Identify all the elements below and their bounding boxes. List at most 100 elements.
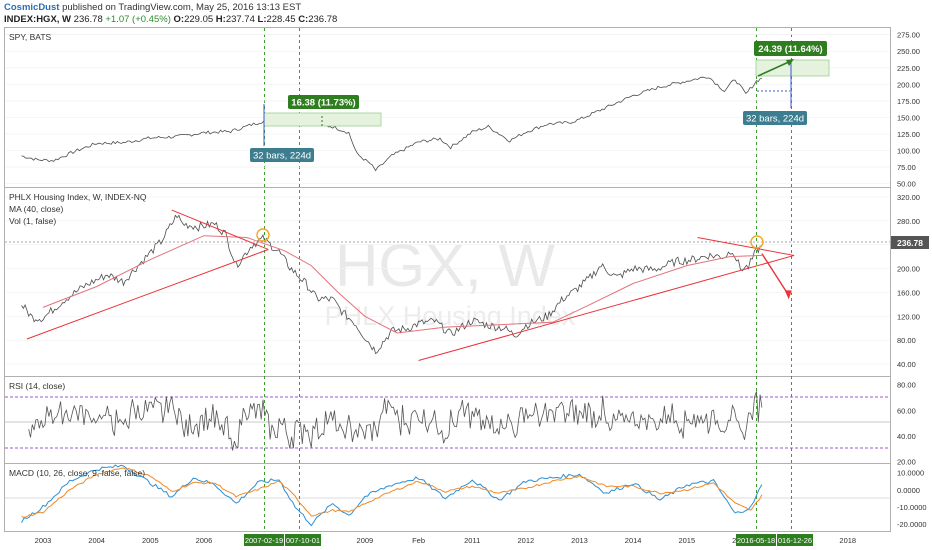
open-label: O: <box>173 14 185 25</box>
trendline-3 <box>418 254 795 361</box>
x-tick-label: 2014 <box>625 536 642 545</box>
spy-y-tick: 75.00 <box>897 163 916 172</box>
rsi-y-tick: 60.00 <box>897 406 916 415</box>
publish-info: published on TradingView.com, May 25, 20… <box>62 2 302 13</box>
high-label: H: <box>215 14 226 25</box>
date-badge-1-bg <box>244 534 284 546</box>
vol-label: Vol (1, false) <box>9 216 56 226</box>
macd-pane-frame <box>4 463 891 532</box>
ma-label: MA (40, close) <box>9 204 63 214</box>
spy-price-line <box>21 76 763 172</box>
spy-pane <box>21 76 763 172</box>
range-right-change-badge <box>754 41 827 56</box>
hgx-y-tick: 160.00 <box>897 288 920 297</box>
projection-arrow <box>761 253 790 296</box>
macd-pane <box>21 464 763 527</box>
macd-y-tick: -20.0000 <box>897 520 927 529</box>
range-right: 24.39 (11.64%) 32 bars, 224d <box>743 41 830 125</box>
x-tick-label: 2009 <box>357 536 374 545</box>
date-badges: 2007-02-19 007-10-01 2016-05-18 016-12-2… <box>244 534 813 546</box>
spy-y-tick: 150.00 <box>897 113 920 122</box>
publish-line: CosmicDust published on TradingView.com,… <box>4 2 301 13</box>
rsi-y-tick: 20.00 <box>897 458 916 467</box>
spy-y-tick: 225.00 <box>897 64 920 73</box>
hgx-y-tick: 80.00 <box>897 336 916 345</box>
range-left-change: 16.38 (11.73%) <box>291 98 355 109</box>
x-tick-label: 2015 <box>678 536 695 545</box>
macd-y-tick: 10.0000 <box>897 469 924 478</box>
watermark-name: PHLX Housing Index <box>325 301 576 331</box>
ohlc-line: INDEX:HGX, W 236.78 +1.07 (+0.45%) O:229… <box>4 14 337 25</box>
hgx-y-tick: 280.00 <box>897 217 920 226</box>
hgx-y-tick: 40.00 <box>897 360 916 369</box>
x-tick-label: 2013 <box>571 536 588 545</box>
low-value: 228.45 <box>266 14 296 25</box>
author-link[interactable]: CosmicDust <box>4 2 60 13</box>
x-tick-label: 2003 <box>35 536 52 545</box>
range-left-box <box>263 112 382 127</box>
spy-y-tick: 50.00 <box>897 180 916 189</box>
change-value: +1.07 (+0.45%) <box>105 14 171 25</box>
projection-arrowhead <box>784 290 792 300</box>
spy-y-tick: 250.00 <box>897 47 920 56</box>
range-left-change-badge <box>288 95 359 109</box>
open-value: 229.05 <box>184 14 214 25</box>
spy-label: SPY, BATS <box>9 32 52 42</box>
date-badge-1: 2007-02-19 <box>245 536 283 545</box>
x-tick-label: 2006 <box>196 536 213 545</box>
apex-circle-2007 <box>256 228 270 242</box>
x-tick-label: 2007 <box>249 536 266 545</box>
date-badge-2-bg <box>285 534 321 546</box>
hgx-y-tick: 120.00 <box>897 312 920 321</box>
rsi-label: RSI (14, close) <box>9 381 65 391</box>
x-axis-ticks: 2003 2004 2005 2006 2007 2008 2009 Feb 2011 2012 2… <box>35 536 856 545</box>
price-tag-bg <box>891 236 929 249</box>
rsi-line <box>28 391 763 451</box>
x-tick-label: Feb <box>412 536 425 545</box>
hgx-ma-line <box>42 235 762 334</box>
spy-y-tick: 275.00 <box>897 31 920 40</box>
range-right-arrow <box>757 60 792 77</box>
hgx-price-line-series <box>21 214 762 355</box>
vertical-markers <box>264 28 792 531</box>
range-right-change: 24.39 (11.64%) <box>758 44 822 55</box>
range-right-arrowhead <box>786 59 794 66</box>
close-value: 236.78 <box>308 14 338 25</box>
hgx-label: PHLX Housing Index, W, INDEX-NQ <box>9 192 147 202</box>
rsi-y-tick: 40.00 <box>897 432 916 441</box>
rsi-pane-frame <box>4 376 891 464</box>
rsi-pane <box>28 391 763 451</box>
trendline-2 <box>171 209 269 250</box>
watermark-symbol: HGX, W <box>335 232 555 299</box>
low-label: L: <box>257 14 267 25</box>
x-tick-label: 2011 <box>464 536 480 545</box>
spy-y-tick: 200.00 <box>897 80 920 89</box>
x-tick-label: 2005 <box>142 536 159 545</box>
price-tag: 236.78 <box>897 238 923 248</box>
chart-header: CosmicDust published on TradingView.com,… <box>0 0 932 30</box>
spy-y-tick: 125.00 <box>897 130 920 139</box>
x-tick-label: 2016 <box>732 536 749 545</box>
hgx-pane-frame <box>4 187 891 377</box>
x-tick-label: 2012 <box>518 536 535 545</box>
close-label: C: <box>298 14 309 25</box>
last-price: 236.78 <box>73 14 103 25</box>
rsi-y-tick: 80.00 <box>897 381 916 390</box>
trendline-1 <box>26 249 269 340</box>
spy-y-tick: 175.00 <box>897 97 920 106</box>
hgx-pane <box>21 209 795 361</box>
range-left-bars-badge <box>250 148 314 162</box>
apex-circle-2016 <box>750 235 764 249</box>
pane-frames <box>4 27 891 532</box>
x-tick-label: 2017 <box>786 536 803 545</box>
y-axis-ticks: 50.00 75.00 100.00 125.00 150.00 175.00 200.00… <box>897 31 927 530</box>
macd-y-tick: 0.0000 <box>897 486 920 495</box>
date-badge-3: 2016-05-18 <box>737 536 775 545</box>
hgx-y-tick: 240.00 <box>897 241 920 250</box>
range-right-bars: 32 bars, 224d <box>746 114 804 125</box>
date-badge-2: 007-10-01 <box>286 536 320 545</box>
range-right-box <box>755 59 830 77</box>
spy-pane-frame <box>4 27 891 188</box>
high-value: 237.74 <box>225 14 255 25</box>
